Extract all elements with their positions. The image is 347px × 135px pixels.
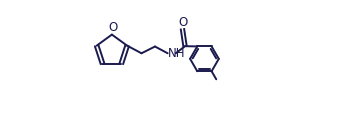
Text: NH: NH [168, 47, 186, 60]
Text: O: O [178, 16, 187, 29]
Text: O: O [108, 21, 117, 34]
